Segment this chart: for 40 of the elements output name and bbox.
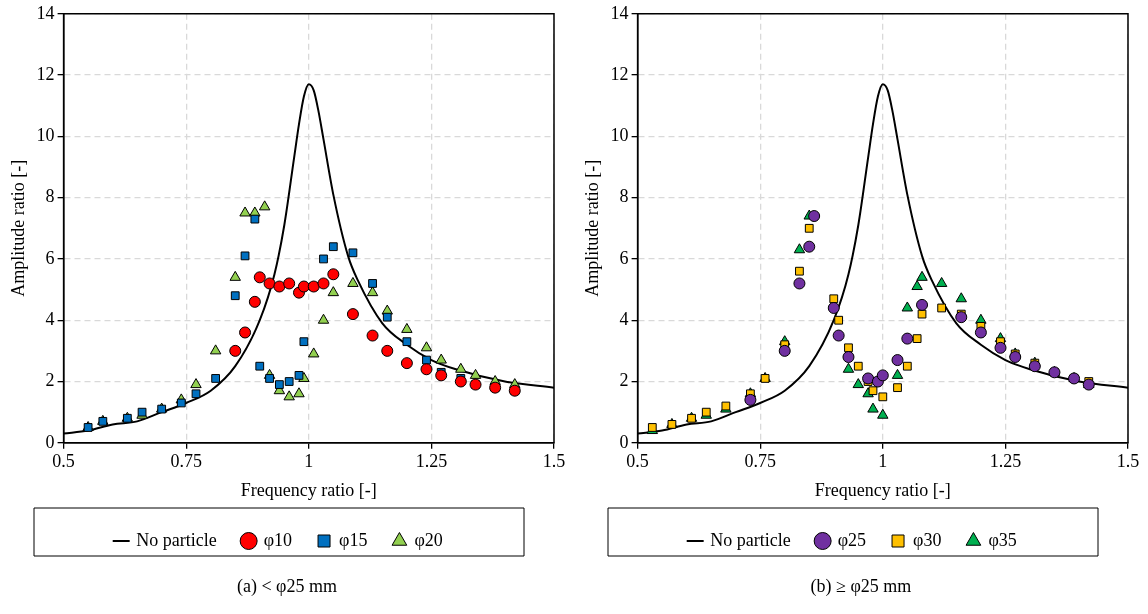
text: (a) < φ25 mm [236,576,338,597]
y-tick-label: 4 [45,308,55,329]
x-tick-label: 1.25 [989,451,1022,472]
y-axis-title: Amplitude ratio [-] [581,159,602,297]
y-axis-title: Amplitude ratio [-] [7,159,28,297]
y-tick-label: 12 [610,63,629,84]
y-tick-label: 10 [610,125,629,146]
legend-label: φ30 [913,529,942,550]
x-tick-label: 1 [878,451,888,472]
legend-label: φ20 [414,529,443,550]
y-tick-label: 6 [45,247,55,268]
x-tick-label: 0.75 [170,451,202,472]
y-tick-label: 2 [45,370,55,391]
x-tick-label: 1 [304,451,314,472]
x-tick-label: 1.5 [1116,451,1140,472]
legend-label: φ10 [263,529,293,550]
y-tick-label: 10 [36,125,55,146]
legend-label: No particle [710,529,791,550]
y-tick-label: 14 [610,2,629,23]
y-tick-label: 12 [36,63,55,84]
x-tick-label: 1.5 [542,451,566,472]
x-axis-title: Frequency ratio [-] [814,479,951,500]
x-tick-label: 0.75 [744,451,776,472]
legend-label: φ15 [339,529,368,550]
legend-label: φ25 [837,529,867,550]
y-tick-label: 8 [45,186,55,207]
x-tick-label: 0.5 [626,451,649,472]
y-tick-label: 2 [619,370,629,391]
y-tick-label: 0 [45,431,55,452]
y-tick-label: 6 [619,247,629,268]
legend-label: No particle [136,529,217,550]
y-tick-label: 4 [619,308,629,329]
y-tick-label: 14 [36,2,55,23]
x-tick-label: 1.25 [415,451,448,472]
x-tick-label: 0.5 [52,451,75,472]
legend-label: φ35 [988,529,1017,550]
y-tick-label: 0 [619,431,629,452]
text: (b) ≥ φ25 mm [809,576,913,597]
x-axis-title: Frequency ratio [-] [240,479,377,500]
y-tick-label: 8 [619,186,629,207]
